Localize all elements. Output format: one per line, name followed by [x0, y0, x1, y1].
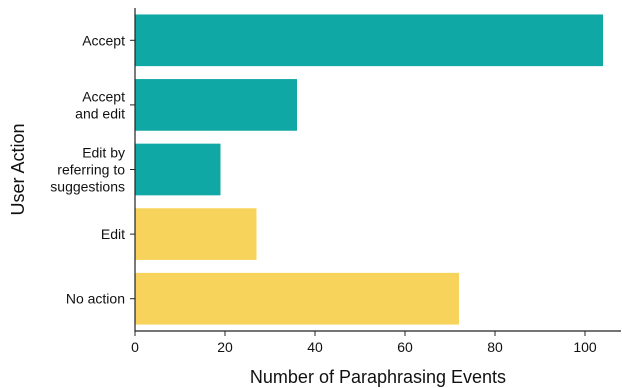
y-tick-label: Accept: [82, 32, 125, 48]
y-axis-label: User Action: [8, 123, 28, 215]
y-tick-label: Accept and edit: [75, 88, 125, 121]
axis-frame: [134, 8, 621, 332]
y-tick-label-line: Edit: [101, 226, 125, 242]
y-tick-label: Edit by referring to suggestions: [50, 145, 125, 195]
y-tick-label-line: referring to: [57, 162, 125, 178]
x-tick-label: 80: [487, 339, 503, 355]
bars-group: [135, 14, 603, 325]
y-tick-label: No action: [66, 291, 125, 307]
y-tick-label-line: Edit by: [82, 145, 125, 161]
bar-4: [135, 272, 459, 325]
y-tick-label: Edit: [101, 226, 125, 242]
x-tick-label: 60: [397, 339, 413, 355]
y-tick-label-line: and edit: [75, 105, 125, 121]
y-tick-label-line: No action: [66, 291, 125, 307]
y-tick-label-line: Accept: [82, 88, 125, 104]
y-tick-label-line: suggestions: [50, 179, 125, 195]
x-tick-label: 100: [573, 339, 597, 355]
bar-1: [135, 79, 297, 131]
bar-0: [135, 14, 603, 67]
x-tick-label: 40: [307, 339, 323, 355]
x-axis-label: Number of Paraphrasing Events: [250, 367, 506, 387]
bar-2: [135, 143, 221, 196]
x-tick-label: 0: [131, 339, 139, 355]
y-tick-label-line: Accept: [82, 32, 125, 48]
bar-3: [135, 208, 257, 260]
x-tick-group: 0 20 40 60 80 100: [131, 331, 597, 355]
x-tick-label: 20: [217, 339, 233, 355]
